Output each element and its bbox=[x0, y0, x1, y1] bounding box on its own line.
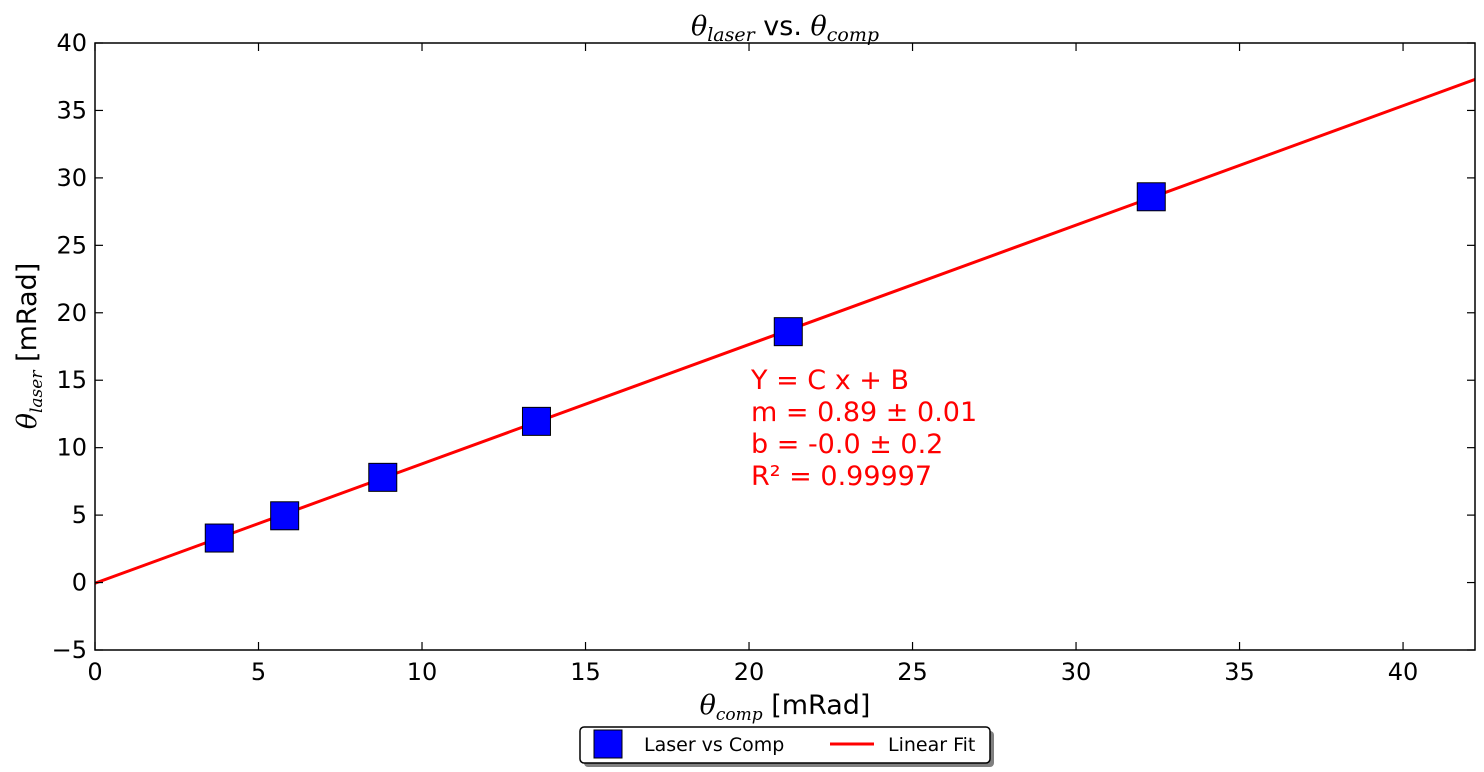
title-vs: vs. bbox=[755, 11, 811, 42]
data-point bbox=[204, 523, 234, 553]
legend: Laser vs Comp Linear Fit bbox=[579, 726, 994, 767]
y-tick-label: 20 bbox=[56, 299, 87, 327]
x-tick-label: 20 bbox=[734, 658, 765, 686]
annotation-line: R² = 0.99997 bbox=[751, 461, 932, 492]
xlabel-theta: θ bbox=[700, 690, 716, 721]
ylabel-unit: [mRad] bbox=[12, 263, 43, 371]
ylabel-sub: laser bbox=[27, 370, 47, 413]
data-point bbox=[521, 406, 551, 436]
y-tick-label: −5 bbox=[52, 636, 87, 664]
x-tick-label: 10 bbox=[407, 658, 438, 686]
fit-annotation: Y = C x + Bm = 0.89 ± 0.01b = -0.0 ± 0.2… bbox=[750, 365, 977, 492]
y-tick-label: 25 bbox=[56, 231, 87, 259]
y-tick-label: 10 bbox=[56, 434, 87, 462]
data-point bbox=[368, 462, 398, 492]
y-tick-label: 30 bbox=[56, 164, 87, 192]
data-point bbox=[773, 317, 803, 347]
x-tick-label: 5 bbox=[251, 658, 266, 686]
x-tick-label: 35 bbox=[1224, 658, 1255, 686]
annotation-line: b = -0.0 ± 0.2 bbox=[751, 429, 943, 460]
legend-box bbox=[579, 726, 991, 764]
title-sub-1: laser bbox=[707, 24, 756, 46]
y-tick-label: 5 bbox=[72, 501, 87, 529]
legend-label-scatter: Laser vs Comp bbox=[644, 734, 784, 756]
plot-area bbox=[95, 78, 1475, 585]
chart-title: θlaser vs. θcomp bbox=[691, 11, 879, 46]
x-tick-label: 40 bbox=[1388, 658, 1419, 686]
axes-frame bbox=[94, 42, 1476, 651]
legend-label-fit: Linear Fit bbox=[888, 734, 975, 756]
xlabel-sub: comp bbox=[716, 705, 763, 725]
title-theta-2: θ bbox=[811, 11, 827, 42]
xlabel-unit: [mRad] bbox=[763, 690, 871, 721]
ylabel-theta: θ bbox=[12, 413, 43, 429]
data-point bbox=[270, 501, 300, 531]
x-tick-label: 0 bbox=[87, 658, 102, 686]
x-tick-label: 15 bbox=[570, 658, 601, 686]
y-tick-label: 0 bbox=[72, 569, 87, 597]
x-tick-label: 30 bbox=[1061, 658, 1092, 686]
annotation-line: Y = C x + B bbox=[750, 365, 909, 396]
data-point bbox=[1136, 182, 1166, 212]
y-tick-label: 15 bbox=[56, 366, 87, 394]
x-axis-label: θcomp [mRad] bbox=[700, 690, 871, 725]
y-tick-label: 40 bbox=[56, 29, 87, 57]
legend-marker-square bbox=[593, 729, 623, 759]
title-sub-2: comp bbox=[827, 24, 879, 46]
annotation-line: m = 0.89 ± 0.01 bbox=[751, 397, 977, 428]
y-tick-label: 35 bbox=[56, 96, 87, 124]
x-tick-label: 25 bbox=[897, 658, 928, 686]
title-theta-1: θ bbox=[691, 11, 707, 42]
y-axis-label: θlaser [mRad] bbox=[12, 263, 47, 430]
